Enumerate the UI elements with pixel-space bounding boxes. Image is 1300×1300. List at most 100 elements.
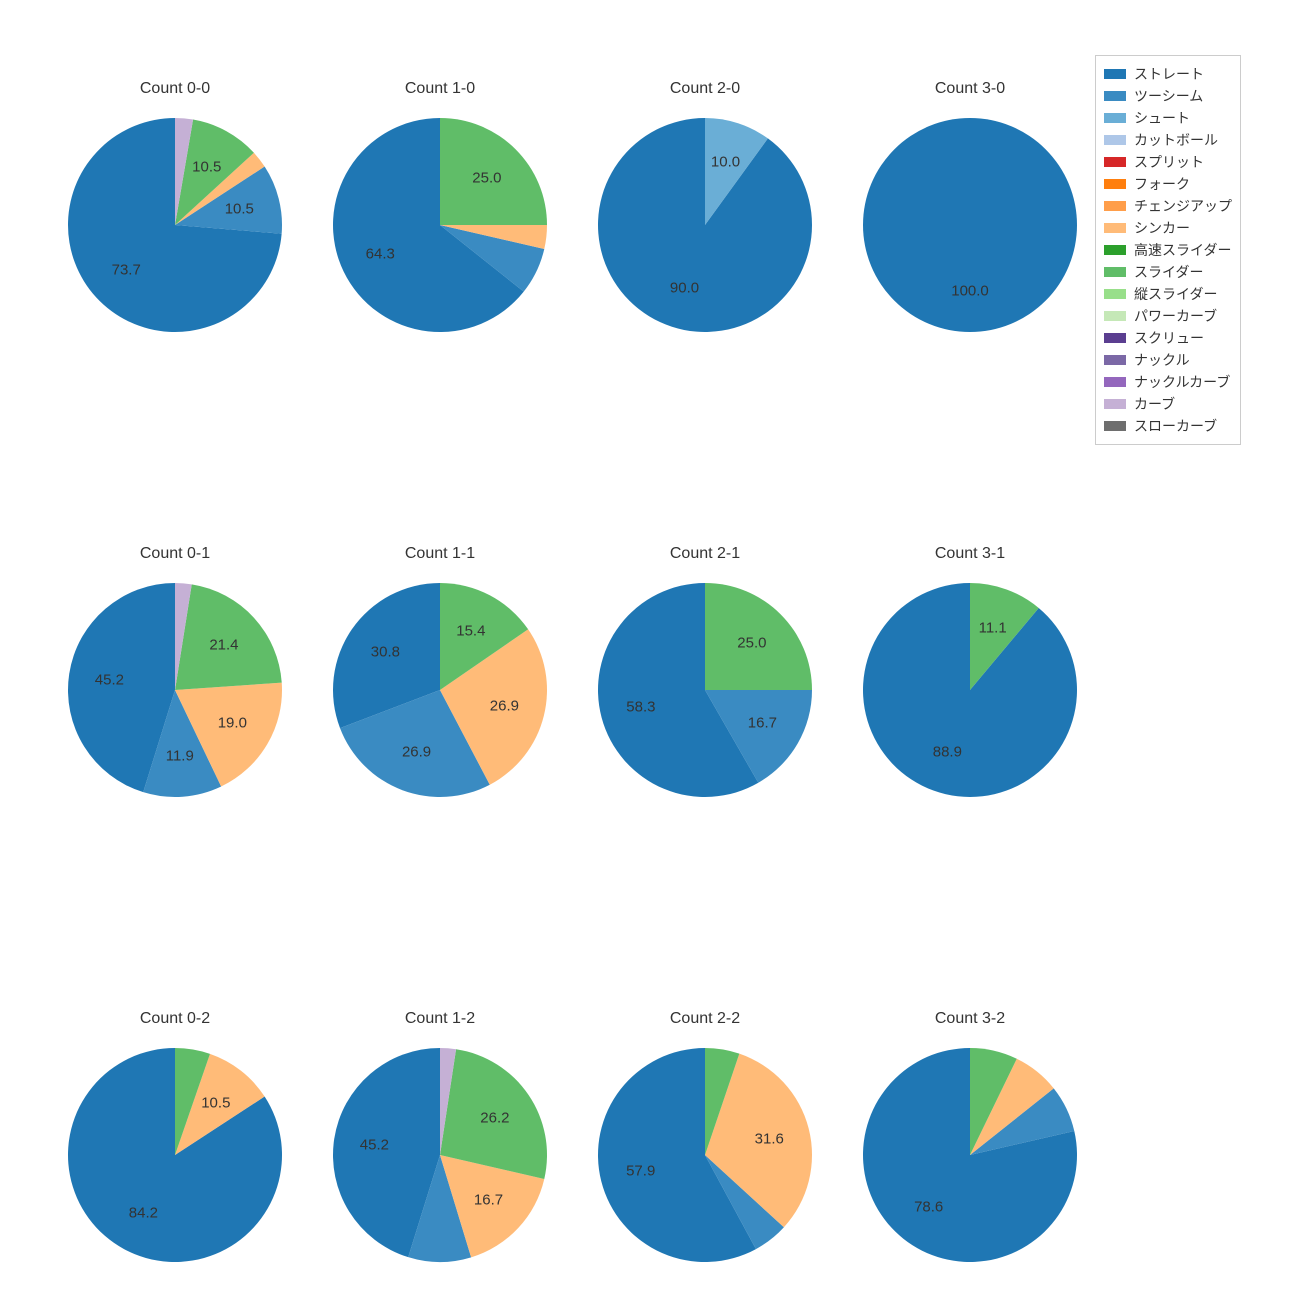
pie-chart: Count 1-064.325.0 xyxy=(320,65,560,365)
legend-item: フォーク xyxy=(1104,174,1232,194)
legend-swatch xyxy=(1104,245,1126,255)
slice-label: 10.5 xyxy=(225,200,254,217)
legend-swatch xyxy=(1104,157,1126,167)
legend-label: シュート xyxy=(1134,108,1190,128)
slice-label: 88.9 xyxy=(933,744,962,761)
legend-swatch xyxy=(1104,289,1126,299)
pie-svg xyxy=(850,65,1090,365)
legend-swatch xyxy=(1104,311,1126,321)
slice-label: 78.6 xyxy=(914,1198,943,1215)
legend-label: ストレート xyxy=(1134,64,1204,84)
slice-label: 26.2 xyxy=(480,1109,509,1126)
legend-item: カーブ xyxy=(1104,394,1232,414)
slice-label: 64.3 xyxy=(366,245,395,262)
legend: ストレートツーシームシュートカットボールスプリットフォークチェンジアップシンカー… xyxy=(1095,55,1241,445)
slice-label: 84.2 xyxy=(129,1205,158,1222)
legend-item: スローカーブ xyxy=(1104,416,1232,436)
legend-swatch xyxy=(1104,355,1126,365)
legend-item: チェンジアップ xyxy=(1104,196,1232,216)
pie-chart: Count 1-130.826.926.915.4 xyxy=(320,530,560,830)
slice-label: 19.0 xyxy=(218,715,247,732)
legend-swatch xyxy=(1104,333,1126,343)
legend-label: シンカー xyxy=(1134,218,1190,238)
legend-swatch xyxy=(1104,421,1126,431)
legend-item: スライダー xyxy=(1104,262,1232,282)
slice-label: 45.2 xyxy=(95,672,124,689)
slice-label: 90.0 xyxy=(670,280,699,297)
legend-item: ツーシーム xyxy=(1104,86,1232,106)
legend-label: 高速スライダー xyxy=(1134,240,1231,260)
legend-label: パワーカーブ xyxy=(1134,306,1217,326)
legend-item: ストレート xyxy=(1104,64,1232,84)
legend-label: スライダー xyxy=(1134,262,1203,282)
legend-item: 高速スライダー xyxy=(1104,240,1232,260)
legend-label: スクリュー xyxy=(1134,328,1204,348)
legend-label: スローカーブ xyxy=(1134,416,1217,436)
pie-chart: Count 3-188.911.1 xyxy=(850,530,1090,830)
pie-svg xyxy=(320,995,560,1295)
pie-svg xyxy=(850,530,1090,830)
legend-item: スプリット xyxy=(1104,152,1232,172)
legend-swatch xyxy=(1104,267,1126,277)
legend-swatch xyxy=(1104,223,1126,233)
pie-chart: Count 2-090.010.0 xyxy=(585,65,825,365)
legend-item: 縦スライダー xyxy=(1104,284,1232,304)
legend-item: シュート xyxy=(1104,108,1232,128)
legend-label: ツーシーム xyxy=(1134,86,1203,106)
legend-item: カットボール xyxy=(1104,130,1232,150)
pie-svg xyxy=(55,65,295,365)
slice-label: 26.9 xyxy=(402,744,431,761)
slice-label: 58.3 xyxy=(626,699,655,716)
legend-swatch xyxy=(1104,179,1126,189)
legend-item: シンカー xyxy=(1104,218,1232,238)
legend-item: ナックル xyxy=(1104,350,1232,370)
pie-chart: Count 3-0100.0 xyxy=(850,65,1090,365)
pie-svg xyxy=(585,530,825,830)
legend-label: フォーク xyxy=(1134,174,1190,194)
pie-svg xyxy=(320,530,560,830)
legend-swatch xyxy=(1104,399,1126,409)
legend-swatch xyxy=(1104,113,1126,123)
pie-chart: Count 2-257.931.6 xyxy=(585,995,825,1295)
legend-swatch xyxy=(1104,69,1126,79)
legend-swatch xyxy=(1104,377,1126,387)
legend-swatch xyxy=(1104,91,1126,101)
figure-root: Count 0-073.710.510.5Count 1-064.325.0Co… xyxy=(0,0,1300,1300)
legend-label: ナックルカーブ xyxy=(1134,372,1230,392)
slice-label: 15.4 xyxy=(456,623,485,640)
legend-item: パワーカーブ xyxy=(1104,306,1232,326)
pie-chart: Count 0-284.210.5 xyxy=(55,995,295,1295)
pie-chart: Count 3-278.6 xyxy=(850,995,1090,1295)
pie-chart: Count 0-073.710.510.5 xyxy=(55,65,295,365)
pie-slice xyxy=(863,118,1077,332)
slice-label: 26.9 xyxy=(490,697,519,714)
legend-item: スクリュー xyxy=(1104,328,1232,348)
slice-label: 57.9 xyxy=(626,1163,655,1180)
pie-svg xyxy=(55,995,295,1295)
slice-label: 31.6 xyxy=(755,1130,784,1147)
pie-svg xyxy=(320,65,560,365)
slice-label: 10.0 xyxy=(711,153,740,170)
pie-svg xyxy=(55,530,295,830)
legend-label: 縦スライダー xyxy=(1134,284,1217,304)
legend-label: カーブ xyxy=(1134,394,1175,414)
slice-label: 16.7 xyxy=(474,1192,503,1209)
pie-svg xyxy=(585,65,825,365)
slice-label: 25.0 xyxy=(737,635,766,652)
slice-label: 45.2 xyxy=(360,1137,389,1154)
slice-label: 11.9 xyxy=(166,748,194,765)
pie-svg xyxy=(850,995,1090,1295)
slice-label: 73.7 xyxy=(112,261,141,278)
legend-label: ナックル xyxy=(1134,350,1190,370)
pie-chart: Count 2-158.316.725.0 xyxy=(585,530,825,830)
pie-chart: Count 0-145.211.919.021.4 xyxy=(55,530,295,830)
legend-swatch xyxy=(1104,201,1126,211)
slice-label: 11.1 xyxy=(979,619,1007,636)
slice-label: 30.8 xyxy=(371,644,400,661)
legend-swatch xyxy=(1104,135,1126,145)
slice-label: 21.4 xyxy=(209,637,238,654)
legend-label: カットボール xyxy=(1134,130,1218,150)
slice-label: 16.7 xyxy=(748,715,777,732)
pie-svg xyxy=(585,995,825,1295)
slice-label: 10.5 xyxy=(192,158,221,175)
